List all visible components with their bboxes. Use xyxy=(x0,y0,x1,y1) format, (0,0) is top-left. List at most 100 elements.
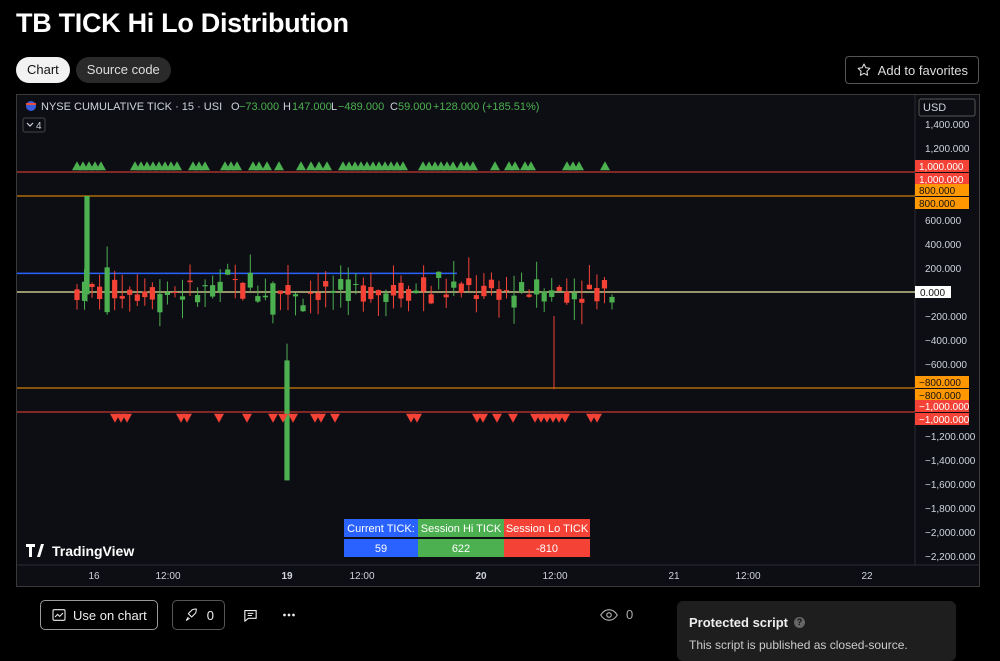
comments-button[interactable] xyxy=(239,603,263,627)
action-bar: Use on chart 0 xyxy=(40,600,301,630)
candle-body xyxy=(84,196,90,295)
tab-source-code[interactable]: Source code xyxy=(75,57,171,83)
candle-body xyxy=(179,296,186,300)
sell-signal-triangle xyxy=(122,413,132,423)
candle-body xyxy=(232,279,238,281)
level-price-label: 800.000 xyxy=(919,199,956,210)
ohlc-l-value: −489.000 xyxy=(338,101,384,113)
more-button[interactable] xyxy=(277,603,301,627)
candlestick-chart[interactable]: NYSE CUMULATIVE TICK · 15 · USI O −73.00… xyxy=(17,95,979,586)
candle-body xyxy=(571,292,577,300)
candle-body xyxy=(360,285,366,302)
y-tick-label: −2,200.000 xyxy=(925,552,976,563)
candle-body xyxy=(428,294,434,304)
candle-body xyxy=(134,294,140,301)
candle-body xyxy=(89,284,95,288)
buy-signal-triangle xyxy=(172,161,182,171)
buy-signal-triangle xyxy=(510,161,520,171)
candle-body xyxy=(104,267,110,313)
add-to-favorites-label: Add to favorites xyxy=(877,62,968,78)
table-header-hi: Session Hi TICK xyxy=(421,523,502,535)
indicator-count: 4 xyxy=(36,121,42,132)
us-flag-icon xyxy=(26,101,36,111)
table-value-hi-bg xyxy=(418,539,504,557)
candle-body xyxy=(284,360,290,481)
use-on-chart-button[interactable]: Use on chart xyxy=(40,600,158,630)
sell-signal-triangle xyxy=(288,413,298,423)
level-price-label: −800.000 xyxy=(919,391,961,402)
table-header-current-bg xyxy=(344,519,418,537)
candle-body xyxy=(375,290,382,296)
ohlc-o-value: −73.000 xyxy=(239,101,279,113)
comment-icon xyxy=(244,609,258,622)
buy-signal-triangle xyxy=(574,161,584,171)
page-title: TB TICK Hi Lo Distribution xyxy=(16,8,349,38)
candle-body xyxy=(119,296,125,299)
candle-body xyxy=(315,292,321,300)
candle-body xyxy=(609,296,615,303)
level-price-tag xyxy=(915,184,969,196)
buy-signal-triangle xyxy=(314,161,324,171)
chart-panel[interactable]: NYSE CUMULATIVE TICK · 15 · USI O −73.00… xyxy=(16,94,980,587)
buy-signal-triangle xyxy=(322,161,332,171)
sell-signal-triangle xyxy=(560,413,570,423)
tick-info-table: Current TICK: Session Hi TICK Session Lo… xyxy=(344,519,590,557)
buy-signal-triangle xyxy=(468,161,478,171)
level-price-label: −1,000.000 xyxy=(919,402,970,413)
candle-body xyxy=(421,277,427,292)
candle-body xyxy=(240,282,246,299)
tab-chart[interactable]: Chart xyxy=(16,57,70,83)
star-icon xyxy=(857,63,871,76)
candle-body xyxy=(466,278,472,286)
add-to-favorites-button[interactable]: Add to favorites xyxy=(844,56,979,84)
table-header-current: Current TICK: xyxy=(347,523,415,535)
candle-body xyxy=(534,279,540,295)
candle-body xyxy=(601,280,608,289)
candle-body xyxy=(586,284,592,290)
buy-signal-triangle xyxy=(306,161,316,171)
sell-signal-triangle xyxy=(330,413,340,423)
buy-signal-triangle xyxy=(448,161,458,171)
chevron-down-icon xyxy=(26,122,34,127)
level-price-tag xyxy=(915,376,969,388)
candle-body xyxy=(549,290,555,297)
sell-signal-triangle xyxy=(508,413,518,423)
buy-signal-triangle xyxy=(600,161,610,171)
ohlc-change: +128.000 (+185.51%) xyxy=(433,101,539,113)
protected-title: Protected script xyxy=(689,615,788,630)
sell-signal-triangle xyxy=(242,413,252,423)
ohlc-c-value: 59.000 xyxy=(398,101,432,113)
symbol-label: NYSE CUMULATIVE TICK · 15 · USI xyxy=(41,101,222,113)
y-tick-label: −1,200.000 xyxy=(925,432,976,443)
candle-body xyxy=(518,282,525,293)
y-tick-label: −1,400.000 xyxy=(925,456,976,467)
candle-body xyxy=(194,295,201,303)
x-tick-label: 12:00 xyxy=(349,571,374,582)
candle-body xyxy=(451,281,457,288)
current-price-label: 0.000 xyxy=(920,288,945,299)
y-tick-label: 600.000 xyxy=(925,216,962,227)
sell-signal-triangle xyxy=(268,413,278,423)
candle-body xyxy=(307,292,314,294)
candle-body xyxy=(390,285,397,296)
buy-signal-triangle xyxy=(296,161,306,171)
currency-selector[interactable] xyxy=(918,98,976,117)
buy-signal-triangle xyxy=(262,161,272,171)
level-price-tag xyxy=(915,400,969,412)
candle-body xyxy=(202,285,208,287)
indicator-toggle[interactable] xyxy=(22,117,46,133)
candle-body xyxy=(436,271,442,278)
x-tick-label: 16 xyxy=(88,571,100,582)
candle-body xyxy=(564,291,570,303)
tradingview-watermark: TradingView xyxy=(52,543,134,559)
boost-button[interactable]: 0 xyxy=(171,600,225,630)
level-price-label: 1,000.000 xyxy=(919,162,964,173)
buy-signal-triangle xyxy=(526,161,536,171)
ohlc-l-label: L xyxy=(331,101,337,113)
candle-body xyxy=(345,279,351,301)
buy-signal-triangle xyxy=(96,161,106,171)
table-header-hi-bg xyxy=(418,519,504,537)
help-icon[interactable]: ? xyxy=(793,617,805,628)
level-price-tag xyxy=(915,197,969,209)
x-tick-label: 21 xyxy=(668,571,680,582)
